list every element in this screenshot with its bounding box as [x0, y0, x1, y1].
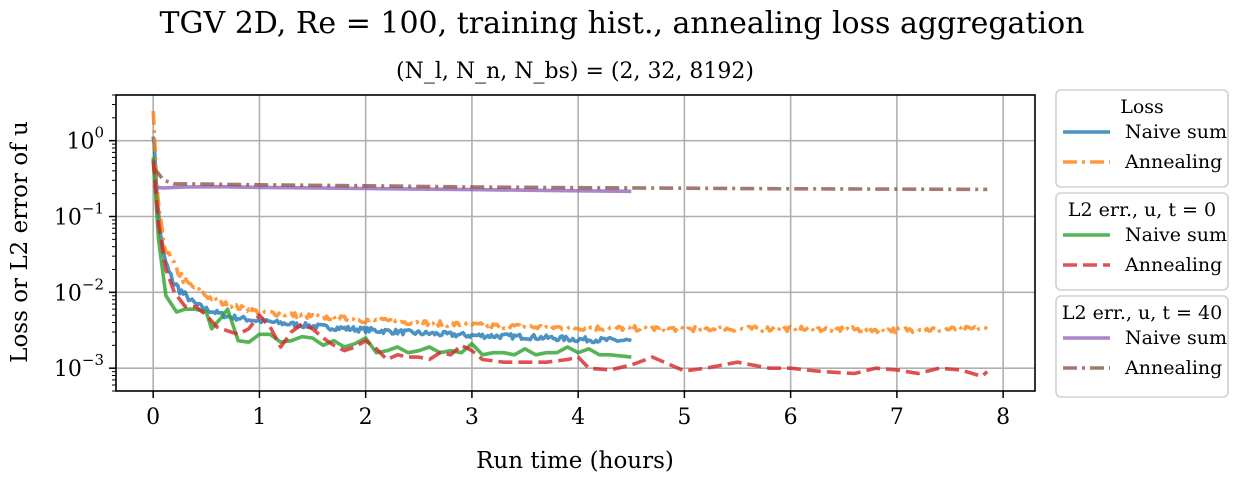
chart-subtitle: (N_l, N_n, N_bs) = (2, 32, 8192): [396, 59, 754, 84]
series-line: [151, 165, 988, 192]
y-tick-base: 10: [54, 205, 82, 230]
x-tick-label: 4: [571, 405, 585, 430]
series-line: [151, 160, 989, 379]
x-tick-label: 2: [359, 405, 373, 430]
series-line: [151, 157, 632, 359]
x-axis: 0 1 2 3 4 5 6 7 8: [146, 391, 1010, 430]
x-tick-label: 3: [465, 405, 479, 430]
legend-entry: Naive sum: [1125, 327, 1227, 349]
legend-box: [1055, 192, 1229, 291]
x-tick-label: 8: [996, 405, 1010, 430]
y-tick-base: 10: [66, 130, 94, 155]
y-tick-label: 10−3: [54, 351, 104, 382]
y-tick-label: 10−2: [54, 275, 104, 306]
y-tick-exponent: −3: [82, 351, 104, 369]
legend-entry: Annealing: [1124, 357, 1222, 379]
y-tick-exponent: −1: [82, 199, 104, 217]
x-axis-label: Run time (hours): [476, 448, 674, 474]
series-line: [152, 184, 632, 194]
legend-group-title: Loss: [1120, 96, 1164, 118]
y-tick-base: 10: [54, 281, 82, 306]
legend-entry: Naive sum: [1125, 121, 1227, 143]
series-line: [151, 111, 989, 335]
y-tick-exponent: −2: [82, 275, 104, 293]
y-axis-label: Loss or L2 error of u: [7, 121, 33, 363]
y-tick-exponent: 0: [94, 124, 104, 142]
chart-title: TGV 2D, Re = 100, training hist., anneal…: [160, 6, 1085, 41]
y-tick-label: 10−1: [54, 199, 104, 230]
x-tick-label: 7: [890, 405, 904, 430]
legend-entry: Annealing: [1124, 151, 1222, 173]
legend-entry: Naive sum: [1125, 224, 1227, 246]
legend-entry: Annealing: [1124, 254, 1222, 276]
legend-group-title: L2 err., u, t = 40: [1062, 302, 1222, 324]
plot-frame: [115, 94, 1036, 392]
legend-group-title: L2 err., u, t = 0: [1068, 199, 1216, 221]
plot-area: [151, 111, 989, 379]
x-tick-label: 1: [252, 405, 266, 430]
x-tick-label: 0: [146, 405, 160, 430]
y-tick-label: 100: [66, 124, 104, 155]
x-tick-label: 5: [677, 405, 691, 430]
legend-box: [1055, 295, 1229, 398]
x-tick-label: 6: [784, 405, 798, 430]
grid-lines: [116, 95, 1035, 391]
legend: Loss Naive sum Annealing L2 err., u, t = 0 N…: [1055, 89, 1229, 398]
y-tick-base: 10: [54, 357, 82, 382]
